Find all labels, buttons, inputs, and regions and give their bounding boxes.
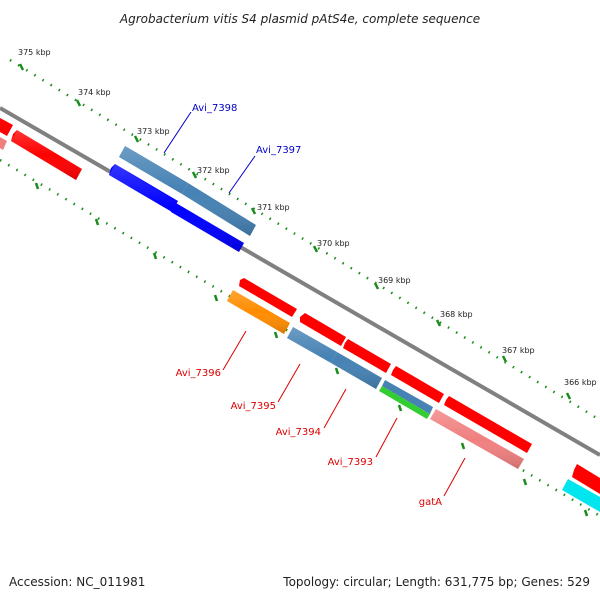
- major-tick: [191, 171, 198, 179]
- leader-line-avi-7394: [323, 388, 347, 429]
- leader-line-avi-7398: [163, 111, 192, 154]
- plasmid-backbone: [0, 106, 600, 457]
- sequence-summary-text: Topology: circular; Length: 631,775 bp; …: [282, 575, 590, 589]
- gene-label-avi-7398[interactable]: Avi_7398: [192, 103, 237, 114]
- outer-dotted-ring: [9, 58, 600, 422]
- major-tick: [250, 207, 257, 215]
- shade: [227, 290, 290, 334]
- cds-cyan-feature[interactable]: [562, 479, 600, 512]
- shade: [430, 409, 524, 469]
- shade: [11, 130, 82, 180]
- cds-red-feature[interactable]: [391, 366, 444, 403]
- major-tick: [273, 331, 279, 339]
- major-tick: [213, 294, 219, 302]
- tick-label: 371 kbp: [257, 203, 290, 212]
- leader-line-avi-7397: [228, 155, 256, 194]
- tick-label: 374 kbp: [78, 88, 111, 97]
- cds-pink-feature[interactable]: [0, 137, 7, 150]
- major-tick: [460, 442, 466, 450]
- shade: [109, 164, 244, 252]
- leader-line-avi-7393: [375, 417, 398, 458]
- tick-label: 366 kbp: [564, 378, 597, 387]
- outer-major-ticks: [18, 63, 572, 400]
- tick-label: 375 kbp: [18, 48, 51, 57]
- inner-tick-ring: [0, 158, 600, 518]
- cds-steelblue-feature[interactable]: [382, 380, 433, 414]
- gene-label-avi-7394[interactable]: Avi_7394: [276, 427, 321, 438]
- major-tick: [18, 63, 25, 71]
- cds-red-feature[interactable]: [572, 464, 600, 494]
- feature-shading: [11, 130, 524, 469]
- leader-line-gata: [443, 457, 466, 497]
- major-tick: [373, 282, 380, 290]
- cds-green-feature[interactable]: [379, 386, 430, 419]
- tick-label: 367 kbp: [502, 346, 535, 355]
- major-tick: [565, 392, 572, 400]
- tick-label: 372 kbp: [197, 166, 230, 175]
- leader-line-avi-7396: [222, 330, 247, 371]
- major-tick: [435, 319, 442, 327]
- cds-red-feature[interactable]: [239, 278, 297, 317]
- tick-label: 368 kbp: [440, 310, 473, 319]
- major-tick: [583, 509, 589, 517]
- shade: [287, 327, 382, 389]
- major-tick: [334, 367, 340, 375]
- tick-label: 373 kbp: [137, 127, 170, 136]
- inner-major-ticks: [34, 182, 589, 517]
- major-tick: [94, 218, 100, 226]
- label-leaders: [163, 111, 466, 497]
- major-tick: [501, 355, 508, 363]
- tick-label: 369 kbp: [378, 276, 411, 285]
- gene-label-avi-7396[interactable]: Avi_7396: [176, 368, 221, 379]
- gene-label-avi-7397[interactable]: Avi_7397: [256, 145, 301, 156]
- major-tick: [312, 245, 319, 253]
- gene-label-avi-7395[interactable]: Avi_7395: [231, 401, 276, 412]
- cds-red-feature[interactable]: [0, 118, 13, 136]
- tick-label: 370 kbp: [317, 239, 350, 248]
- cds-red-feature[interactable]: [300, 313, 346, 346]
- tick-labels: 375 kbp 374 kbp 373 kbp 372 kbp 371 kbp …: [18, 48, 597, 387]
- major-tick: [133, 135, 140, 143]
- major-tick: [152, 252, 158, 260]
- map-title: Agrobacterium vitis S4 plasmid pAtS4e, c…: [119, 12, 480, 26]
- accession-text: Accession: NC_011981: [9, 575, 145, 589]
- outer-tick-ring: 375 kbp 374 kbp 373 kbp 372 kbp 371 kbp …: [9, 48, 600, 422]
- gene-features: [0, 118, 600, 512]
- leader-line-avi-7395: [277, 363, 301, 403]
- gene-label-gata[interactable]: gatA: [419, 497, 442, 508]
- major-tick: [522, 478, 528, 486]
- gene-label-avi-7393[interactable]: Avi_7393: [328, 457, 373, 468]
- gene-labels: Avi_7398 Avi_7397 Avi_7396 Avi_7395 Avi_…: [176, 103, 443, 508]
- cds-red-feature[interactable]: [343, 339, 391, 373]
- major-tick: [397, 404, 403, 412]
- cds-red-feature[interactable]: [444, 396, 532, 453]
- major-tick: [75, 99, 82, 107]
- shade: [119, 146, 256, 236]
- major-tick: [34, 182, 40, 190]
